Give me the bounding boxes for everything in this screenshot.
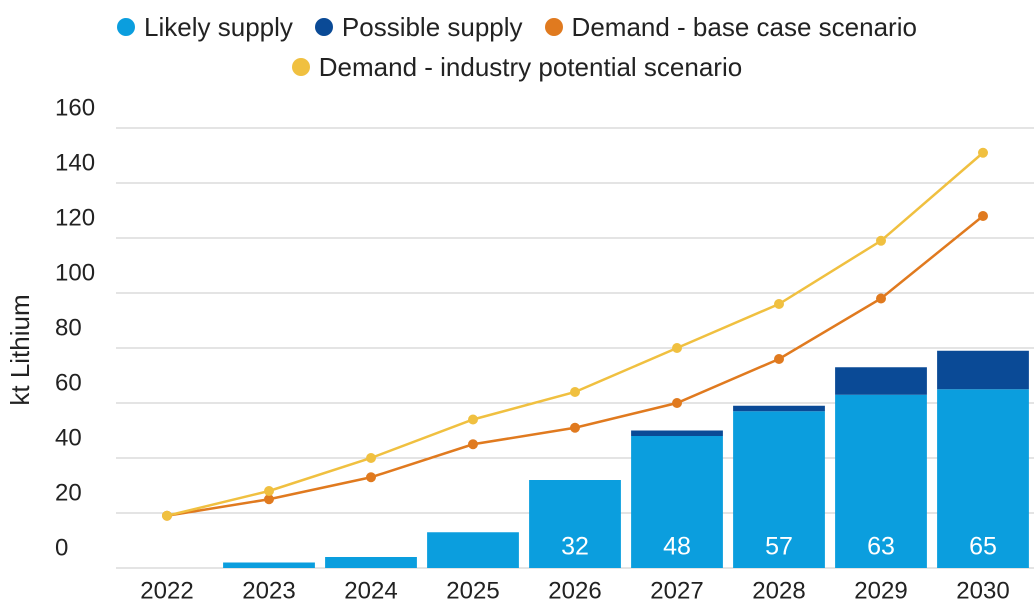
x-tick-label: 2022: [140, 577, 193, 604]
line-point: [366, 453, 376, 463]
legend-swatch: [544, 18, 563, 36]
line-point: [876, 235, 886, 246]
line-point: [264, 486, 274, 496]
bar: [733, 411, 825, 568]
y-tick-label: 100: [55, 259, 95, 286]
legend-item: Demand - base case scenario: [544, 10, 917, 44]
bar: [733, 405, 825, 412]
line-point: [978, 211, 988, 221]
data-label: 63: [867, 533, 895, 561]
x-tick-label: 2028: [752, 577, 805, 604]
bar: [937, 350, 1029, 390]
y-tick-label: 120: [55, 204, 95, 231]
x-tick-label: 2024: [344, 577, 397, 604]
y-axis-label: kt Lithium: [5, 294, 35, 405]
bar: [223, 562, 315, 568]
bar: [631, 430, 723, 436]
bar: [631, 436, 723, 568]
y-tick-label: 40: [55, 424, 82, 451]
x-tick-label: 2023: [242, 577, 295, 604]
bar: [937, 389, 1029, 568]
y-tick-label: 80: [55, 314, 82, 341]
data-label: 57: [765, 533, 793, 561]
y-tick-label: 0: [55, 534, 68, 561]
bar: [835, 367, 927, 395]
bar: [529, 480, 621, 568]
bar: [835, 394, 927, 568]
data-label: 65: [969, 533, 997, 561]
y-tick-label: 20: [55, 479, 82, 506]
y-tick-label: 140: [55, 149, 95, 176]
data-label: 32: [561, 533, 589, 561]
legend-label: Demand - base case scenario: [571, 11, 917, 42]
line-point: [876, 293, 886, 304]
line-point: [672, 398, 682, 408]
legend-swatch: [117, 18, 136, 36]
x-tick-label: 2027: [650, 577, 703, 604]
y-tick-label: 160: [55, 94, 95, 121]
line-point: [468, 414, 478, 425]
x-tick-label: 2025: [446, 577, 499, 604]
x-tick-label: 2030: [956, 577, 1009, 604]
line-point: [264, 494, 274, 505]
line-point: [774, 299, 784, 309]
line-point: [468, 439, 478, 450]
x-tick-label: 2029: [854, 577, 907, 604]
line-point: [570, 387, 580, 397]
line-point: [774, 354, 784, 364]
legend-swatch: [291, 58, 310, 76]
legend-item: Demand - industry potential scenario: [291, 50, 743, 84]
legend: Likely supply Possible supply Demand - bas…: [97, 10, 937, 84]
line-point: [366, 472, 376, 483]
legend-swatch: [314, 18, 333, 36]
legend-item: Possible supply: [314, 10, 523, 44]
y-tick-label: 60: [55, 369, 82, 396]
legend-item: Likely supply: [117, 10, 293, 44]
data-label: 48: [663, 533, 691, 561]
line-point: [570, 422, 580, 433]
x-tick-label: 2026: [548, 577, 601, 604]
line-point: [672, 343, 682, 353]
legend-label: Demand - industry potential scenario: [318, 51, 743, 82]
legend-label: Likely supply: [144, 11, 293, 42]
line-point: [978, 147, 988, 158]
legend-label: Possible supply: [341, 11, 523, 42]
bar: [325, 557, 417, 568]
line-point: [162, 510, 172, 521]
bar: [427, 532, 519, 568]
